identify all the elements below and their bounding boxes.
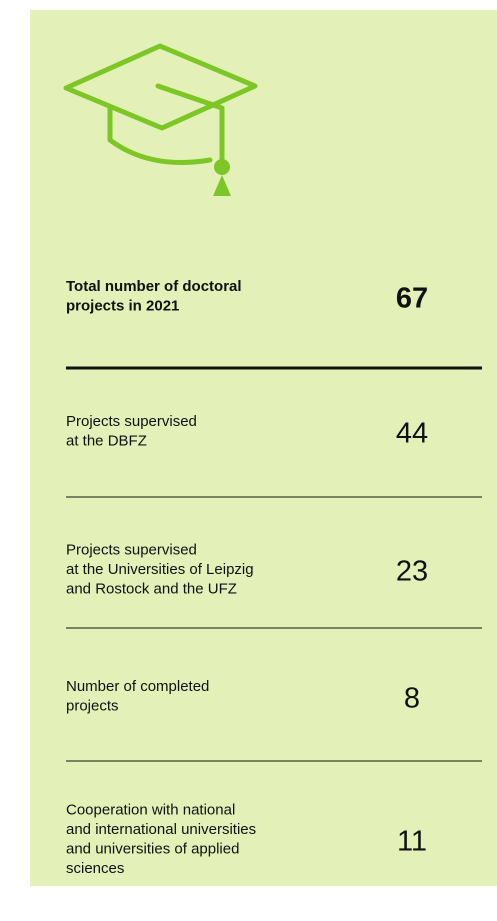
row-label: projects <box>66 698 119 715</box>
row-label: Total number of doctoral <box>66 278 242 295</box>
row-label: Number of completed <box>66 678 209 695</box>
tassel <box>213 175 231 196</box>
row-value: 8 <box>404 683 420 715</box>
row-label: at the Universities of Leipzig <box>66 561 254 578</box>
row-label: at the DBFZ <box>66 433 147 450</box>
row-label: Projects supervised <box>66 541 197 558</box>
graduation-cap-icon <box>63 43 258 165</box>
row-label: sciences <box>66 860 124 877</box>
tassel-knot <box>214 159 230 175</box>
row-label: and Rostock and the UFZ <box>66 580 237 597</box>
row-label: projects in 2021 <box>66 298 179 315</box>
row-value: 23 <box>396 556 428 588</box>
panel <box>30 10 497 886</box>
row-value: 44 <box>396 418 428 450</box>
rows: Total number of doctoral projects in 2021… <box>66 278 482 877</box>
row-value: 11 <box>397 826 427 858</box>
row-label: and universities of applied <box>66 841 239 858</box>
row-label: Cooperation with national <box>66 802 235 819</box>
row-label: Projects supervised <box>66 413 197 430</box>
row-value: 67 <box>396 283 428 315</box>
row-label: and international universities <box>66 821 256 838</box>
